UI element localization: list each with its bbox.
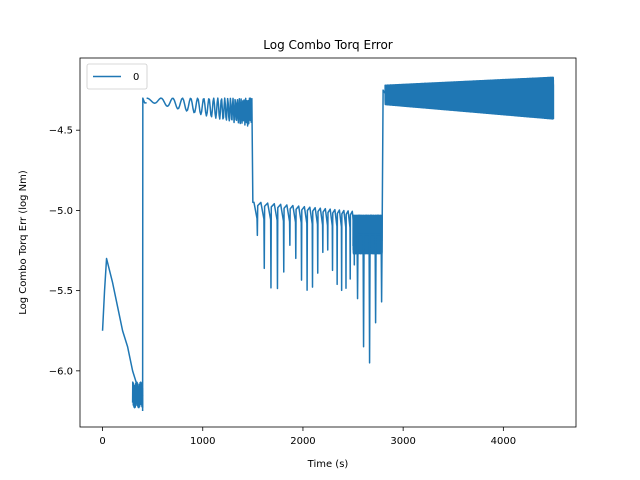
chart-title: Log Combo Torq Error	[263, 38, 393, 52]
plot-area	[79, 57, 577, 428]
x-tick-label: 4000	[491, 436, 516, 447]
x-tick-label: 3000	[390, 436, 415, 447]
legend-label: 0	[133, 72, 139, 83]
series-line-segment	[141, 97, 147, 411]
y-axis: −6.0 −5.5 −5.0 −4.5	[49, 126, 80, 377]
series-line-segment	[352, 214, 383, 255]
x-tick-label: 0	[99, 436, 105, 447]
series-group	[101, 76, 555, 411]
series-line-segment	[356, 233, 383, 364]
series-line-segment	[131, 381, 144, 409]
x-axis-label: Time (s)	[307, 459, 349, 470]
y-axis-label: Log Combo Torq Err (log Nm)	[18, 170, 29, 315]
series-line-segment	[146, 97, 253, 127]
y-tick-label: −6.0	[49, 366, 73, 377]
plot-frame	[79, 57, 577, 428]
series-line-segment	[253, 201, 356, 292]
x-tick-label: 1000	[190, 436, 215, 447]
legend: 0	[86, 63, 148, 90]
y-tick-label: −5.0	[49, 206, 73, 217]
y-tick-label: −5.5	[49, 286, 73, 297]
y-tick-label: −4.5	[49, 126, 73, 137]
x-axis: 0 1000 2000 3000 4000	[99, 427, 516, 447]
series-line-segment	[384, 76, 555, 120]
x-tick-label: 2000	[290, 436, 315, 447]
